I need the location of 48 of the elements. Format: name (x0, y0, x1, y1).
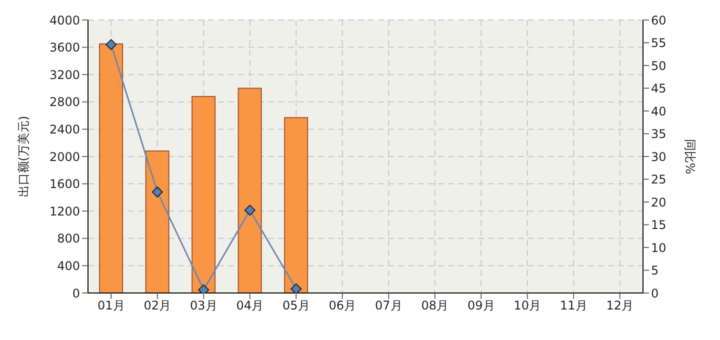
x-tick-label: 08月 (421, 298, 449, 313)
x-tick-label: 10月 (514, 298, 542, 313)
x-tick-label: 05月 (282, 298, 310, 313)
x-tick-label: 06月 (328, 298, 356, 313)
y2-tick-label: 50 (651, 58, 666, 73)
y2-axis-title: 同比% (682, 138, 697, 174)
point (244, 204, 256, 216)
y2-tick-label: 55 (651, 36, 666, 50)
point (290, 283, 302, 293)
y2-tick-label: 10 (651, 240, 666, 255)
y2-tick-label: 5 (651, 264, 659, 278)
x-tick-label: 09月 (467, 298, 495, 313)
bar (192, 96, 216, 293)
y2-tick-label: 40 (651, 104, 666, 118)
y2-tick-label: 35 (651, 127, 666, 142)
y-tick-label: 1200 (49, 204, 80, 218)
y-tick-label: 800 (57, 232, 80, 246)
y-tick-label: 2400 (49, 122, 80, 136)
x-tick-label: 02月 (144, 298, 172, 313)
bar (238, 88, 262, 293)
x-tick-label: 03月 (190, 298, 218, 313)
y-tick-label: 1600 (49, 177, 80, 192)
y2-tick-label: 0 (651, 286, 659, 300)
y-tick-label: 2000 (49, 150, 80, 164)
x-tick-label: 12月 (606, 298, 634, 313)
x-tick-label: 11月 (560, 298, 588, 313)
y2-tick-label: 45 (651, 82, 666, 96)
x-tick-label: 04月 (236, 298, 264, 313)
y-tick-label: 2800 (49, 95, 80, 110)
y-tick-label: 3200 (49, 68, 80, 82)
point (106, 39, 117, 50)
y2-tick-label: 20 (651, 195, 666, 210)
x-tick-label: 01月 (97, 298, 125, 313)
point (152, 186, 163, 198)
y-tick-label: 400 (57, 258, 80, 273)
y2-tick-label: 15 (651, 218, 666, 232)
y2-tick-label: 60 (651, 13, 666, 28)
y-tick-label: 4000 (49, 13, 80, 28)
y2-tick-label: 30 (651, 150, 666, 164)
point (198, 284, 210, 293)
y-tick-label: 0 (72, 286, 80, 300)
x-tick-label: 07月 (374, 298, 402, 313)
bar (99, 43, 124, 293)
bar (284, 117, 308, 293)
y-tick-label: 3600 (49, 40, 80, 55)
y2-tick-label: 25 (651, 172, 666, 187)
y-axis-title: 出口额(万美元) (16, 116, 30, 198)
bar (145, 150, 170, 293)
